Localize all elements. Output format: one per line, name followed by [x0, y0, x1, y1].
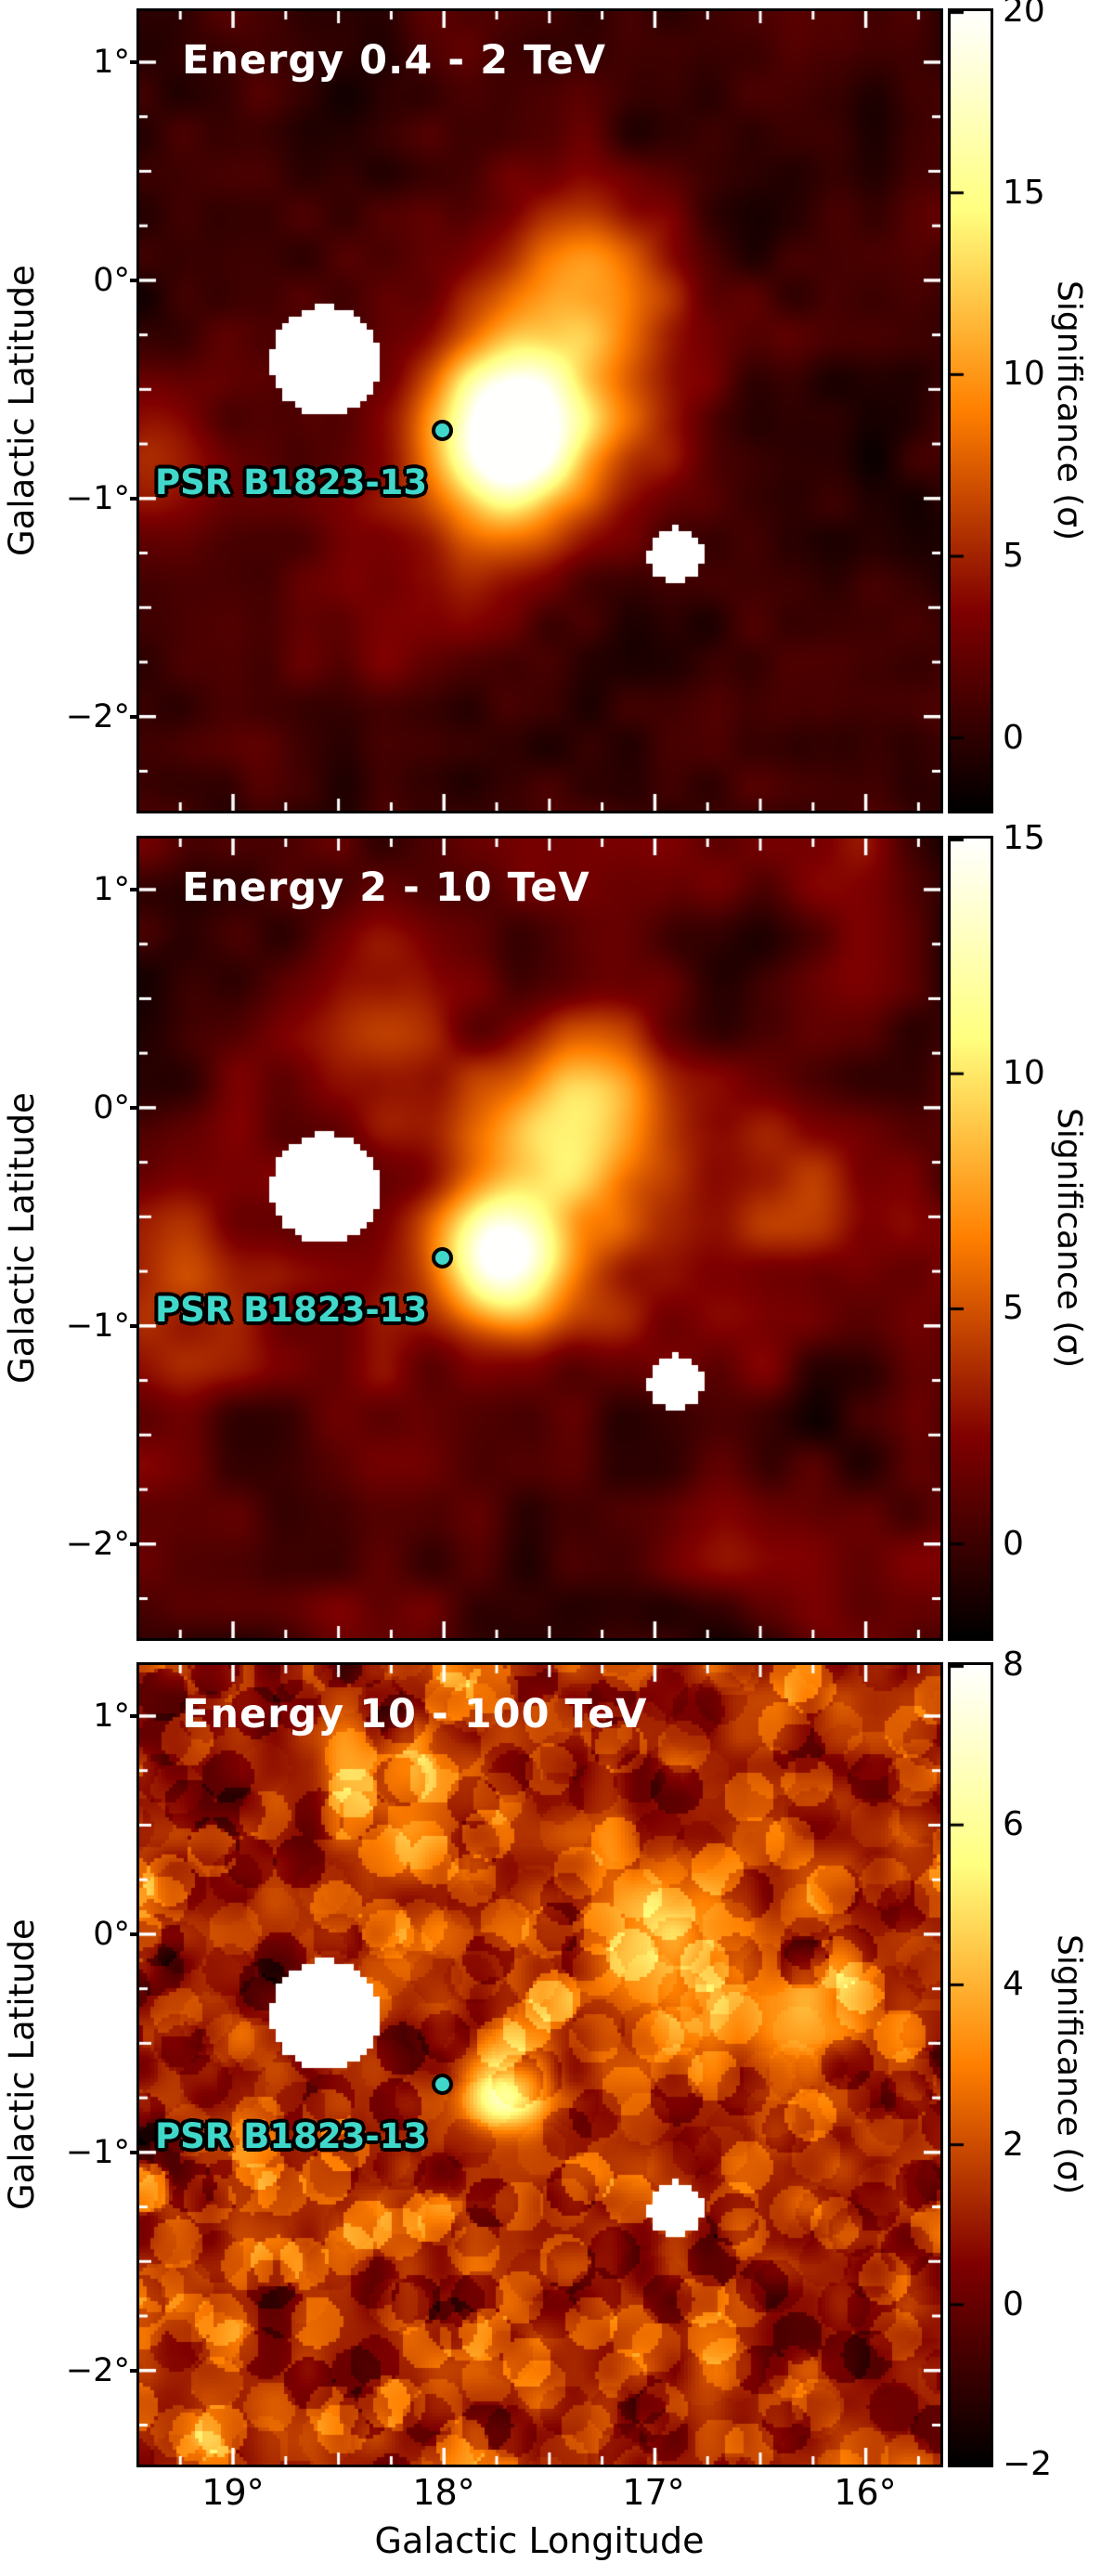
significance-map-canvas-1 [136, 8, 943, 813]
pulsar-marker [432, 1247, 453, 1268]
y-axis-label: Galactic Latitude [2, 1092, 42, 1385]
y-tick-label: 0° [93, 262, 130, 299]
y-tick-label: −1° [65, 2134, 130, 2171]
y-axis-label: Galactic Latitude [2, 265, 42, 557]
y-tick-stub [130, 2150, 139, 2154]
significance-map-canvas-2 [136, 836, 943, 1641]
x-tick-label: 18° [412, 2472, 475, 2513]
colorbar-tick-label: 4 [1003, 1965, 1024, 2003]
y-tick-label: 1° [93, 44, 130, 81]
colorbar-tick-label: 20 [1003, 0, 1045, 30]
colorbar-tick-label: 10 [1003, 355, 1045, 393]
x-tick-label: 16° [834, 2472, 897, 2513]
panel-energy-10-100tev: Energy 10 - 100 TeV 1° 0° −1° −2° PSR B1… [0, 1646, 1114, 2483]
x-axis-label: Galactic Longitude [374, 2520, 705, 2561]
y-tick-stub [130, 1713, 139, 1718]
colorbar-tick-label: 10 [1003, 1054, 1045, 1092]
pulsar-label: PSR B1823-13 [155, 2116, 428, 2156]
y-tick-stub [130, 278, 139, 282]
panel-title: Energy 10 - 100 TeV [182, 1691, 648, 1737]
colorbar-tick-label: 6 [1003, 1805, 1024, 1843]
y-tick-stub [130, 1542, 139, 1546]
colorbar-canvas-3 [948, 1662, 993, 2467]
y-axis-label: Galactic Latitude [2, 1919, 42, 2211]
colorbar-canvas-2 [948, 836, 993, 1641]
x-tick-label: 19° [201, 2472, 265, 2513]
colorbar-axis-label: Significance (σ) [1050, 1934, 1088, 2195]
significance-map-canvas-3 [136, 1662, 943, 2467]
pulsar-marker [432, 420, 453, 441]
y-tick-label: −1° [65, 480, 130, 517]
colorbar-axis-label: Significance (σ) [1050, 280, 1088, 541]
y-tick-label: 1° [93, 1698, 130, 1735]
y-tick-label: 0° [93, 1916, 130, 1953]
y-tick-label: 0° [93, 1089, 130, 1126]
y-tick-stub [130, 1105, 139, 1110]
y-tick-label: 1° [93, 871, 130, 908]
y-tick-stub [130, 59, 139, 64]
y-tick-stub [130, 714, 139, 719]
y-tick-stub [130, 2368, 139, 2373]
y-tick-label: −2° [65, 2352, 130, 2389]
y-tick-label: −2° [65, 698, 130, 735]
colorbar-tick-label: 5 [1003, 537, 1024, 575]
colorbar-tick-label: 2 [1003, 2126, 1024, 2164]
colorbar-tick-label: 8 [1003, 1646, 1024, 1684]
colorbar-tick-label: 0 [1003, 2285, 1024, 2323]
panel-energy-0.4-2tev: Energy 0.4 - 2 TeV 1° 0° −1° −2° PSR B18… [0, 0, 1114, 813]
panel-energy-2-10tev: Energy 2 - 10 TeV 1° 0° −1° −2° PSR B182… [0, 819, 1114, 1641]
pulsar-label: PSR B1823-13 [155, 1290, 428, 1330]
colorbar-tick-label: 15 [1003, 819, 1045, 857]
panel-title: Energy 0.4 - 2 TeV [182, 37, 607, 84]
colorbar-tick-label: −2 [1003, 2445, 1053, 2483]
pulsar-label: PSR B1823-13 [155, 462, 428, 502]
y-tick-stub [130, 1932, 139, 1936]
y-tick-label: −1° [65, 1308, 130, 1345]
colorbar-tick-label: 5 [1003, 1289, 1024, 1327]
colorbar-tick-label: 0 [1003, 719, 1024, 757]
pulsar-marker [432, 2074, 453, 2095]
panel-title: Energy 2 - 10 TeV [182, 865, 590, 911]
colorbar-canvas-1 [948, 8, 993, 813]
y-tick-label: −2° [65, 1526, 130, 1563]
y-tick-stub [130, 887, 139, 891]
x-tick-label: 17° [622, 2472, 685, 2513]
colorbar-tick-label: 0 [1003, 1525, 1024, 1563]
y-tick-stub [130, 496, 139, 501]
colorbar-axis-label: Significance (σ) [1050, 1108, 1088, 1369]
y-tick-stub [130, 1323, 139, 1328]
colorbar-tick-label: 15 [1003, 174, 1045, 212]
